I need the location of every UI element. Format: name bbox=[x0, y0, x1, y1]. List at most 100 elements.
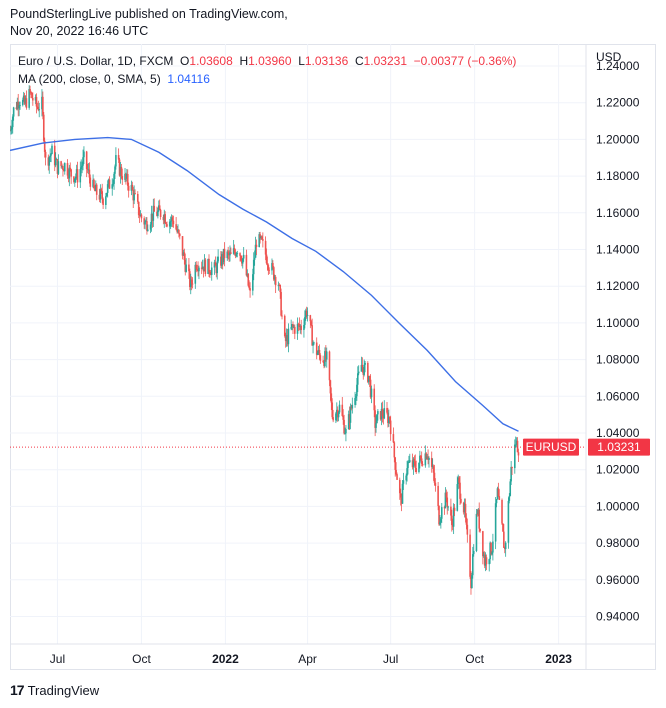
x-tick-label: Apr bbox=[298, 652, 317, 666]
candle-body bbox=[488, 559, 491, 565]
candle-body bbox=[335, 409, 338, 414]
candle-body bbox=[286, 335, 289, 345]
candle-body bbox=[261, 236, 263, 240]
candle-body bbox=[248, 285, 250, 289]
candle-body bbox=[74, 176, 77, 179]
candle-body bbox=[414, 461, 417, 469]
candle-body bbox=[399, 493, 402, 498]
symbol-title[interactable]: Euro / U.S. Dollar, 1D, FXCM bbox=[18, 54, 174, 68]
candle-body bbox=[105, 196, 107, 205]
candle-body bbox=[438, 505, 440, 525]
candle-body bbox=[382, 416, 385, 419]
candle-body bbox=[398, 479, 401, 494]
candle-body bbox=[241, 258, 244, 264]
candle-body bbox=[66, 163, 69, 176]
candle-body bbox=[508, 495, 511, 501]
candle-body bbox=[152, 205, 155, 221]
y-tick-label: 1.20000 bbox=[596, 132, 640, 146]
candle-body bbox=[389, 420, 392, 435]
candle-body bbox=[271, 263, 273, 271]
candle-body bbox=[483, 554, 486, 566]
candle-body bbox=[407, 462, 409, 469]
candle-body bbox=[356, 373, 359, 385]
tradingview-footer[interactable]: 17 TradingView bbox=[10, 682, 99, 698]
candle-body bbox=[22, 95, 25, 100]
candle-body bbox=[19, 105, 21, 106]
candle-body bbox=[15, 107, 18, 109]
y-tick-label: 1.16000 bbox=[596, 206, 640, 220]
candle-body bbox=[451, 515, 453, 526]
candle-body bbox=[379, 411, 382, 420]
candle-body bbox=[242, 254, 245, 259]
candle-body bbox=[360, 364, 363, 372]
candle-body bbox=[36, 106, 39, 108]
candle-body bbox=[223, 248, 226, 259]
candlestick-chart[interactable]: 0.94000 0.96000 0.98000 1.00000 1.02000 1.040… bbox=[10, 44, 656, 670]
candle-body bbox=[498, 496, 501, 501]
candle-body bbox=[194, 264, 197, 284]
candle-body bbox=[221, 254, 224, 262]
candle-body bbox=[273, 276, 276, 280]
candle-body bbox=[137, 201, 140, 216]
candle-body bbox=[496, 488, 499, 500]
candle-body bbox=[368, 375, 371, 380]
candle-body bbox=[178, 229, 180, 234]
candle-body bbox=[495, 499, 498, 504]
candle-body bbox=[162, 217, 165, 221]
y-tick-label: 1.18000 bbox=[596, 169, 640, 183]
symbol-tag bbox=[523, 438, 579, 456]
candle-body bbox=[332, 417, 334, 421]
candle-body bbox=[388, 416, 390, 424]
candle-body bbox=[228, 252, 230, 256]
candle-body bbox=[452, 507, 455, 527]
symbol-tag-label: EURUSD bbox=[526, 440, 577, 454]
candle-body bbox=[357, 371, 360, 374]
candle-body bbox=[284, 336, 287, 342]
candle-body bbox=[260, 236, 262, 239]
candle-body bbox=[386, 408, 388, 413]
candle-body bbox=[413, 458, 416, 462]
x-tick-label: Oct bbox=[465, 652, 484, 666]
candle-body bbox=[246, 273, 249, 276]
candle-body bbox=[151, 213, 154, 221]
candle-body bbox=[453, 507, 456, 511]
candle-body bbox=[177, 229, 179, 232]
candle-body bbox=[362, 367, 365, 375]
candle-body bbox=[44, 151, 47, 158]
y-tick-label: 1.10000 bbox=[596, 316, 640, 330]
candle-body bbox=[182, 252, 185, 256]
candle-body bbox=[10, 129, 12, 131]
candle-body bbox=[325, 351, 327, 360]
candle-body bbox=[245, 254, 248, 276]
price-tag bbox=[588, 438, 650, 456]
open-value: 1.03608 bbox=[189, 54, 233, 68]
candle-body bbox=[189, 271, 191, 288]
candle-body bbox=[424, 453, 427, 466]
candle-body bbox=[113, 173, 115, 184]
candle-body bbox=[149, 224, 152, 230]
candle-body bbox=[37, 106, 40, 111]
candle-body bbox=[342, 415, 344, 420]
candle-body bbox=[232, 248, 235, 254]
candle-body bbox=[220, 254, 223, 266]
candle-body bbox=[18, 105, 20, 109]
candle-body bbox=[204, 259, 207, 274]
candle-body bbox=[394, 457, 397, 470]
candle-body bbox=[200, 267, 203, 269]
candle-body bbox=[387, 412, 389, 424]
candle-body bbox=[490, 542, 492, 554]
candle-body bbox=[412, 458, 415, 468]
candle-body bbox=[364, 362, 366, 365]
candle-body bbox=[158, 205, 161, 210]
candle-body bbox=[25, 98, 28, 108]
candle-body bbox=[304, 310, 307, 318]
ohlc-row: Euro / U.S. Dollar, 1D, FXCM O1.03608 H1… bbox=[18, 52, 516, 70]
candle-body bbox=[428, 457, 430, 460]
candle-body bbox=[105, 192, 108, 197]
candle-body bbox=[489, 542, 491, 560]
candle-body bbox=[292, 324, 294, 327]
ma-label[interactable]: MA (200, close, 0, SMA, 5) bbox=[18, 72, 161, 86]
candle-body bbox=[290, 327, 292, 329]
candle-body bbox=[210, 274, 212, 275]
candle-body bbox=[29, 89, 31, 92]
